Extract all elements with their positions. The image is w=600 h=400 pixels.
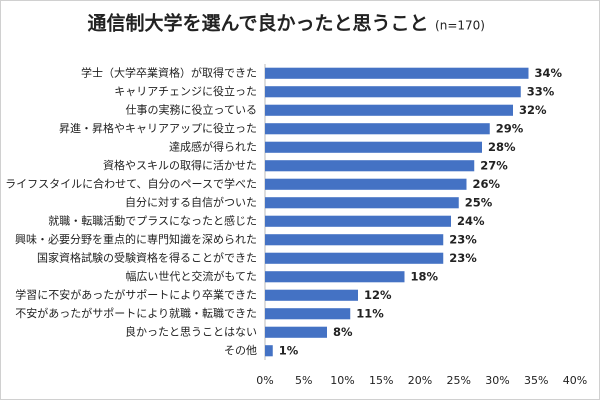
x-tick-label: 10% xyxy=(330,374,354,387)
value-label: 33% xyxy=(527,84,555,98)
y-tick-label: 自分に対する自信がついた xyxy=(125,195,257,209)
bar xyxy=(265,252,444,264)
bar xyxy=(265,67,529,79)
x-tick-label: 5% xyxy=(295,374,312,387)
bar xyxy=(265,123,490,135)
chart-subtitle: (n=170) xyxy=(435,19,485,33)
y-tick-label: 幅広い世代と交流がもてた xyxy=(125,269,257,283)
bar xyxy=(265,104,513,116)
y-tick-label: 仕事の実務に役立っている xyxy=(126,102,257,116)
value-label: 8% xyxy=(333,325,353,339)
x-tick-label: 40% xyxy=(563,374,587,387)
value-label: 27% xyxy=(480,158,508,172)
value-label: 24% xyxy=(457,214,485,228)
bar xyxy=(265,197,459,209)
bar xyxy=(265,86,521,98)
value-label: 25% xyxy=(465,195,493,209)
value-label: 11% xyxy=(356,306,384,320)
value-label: 18% xyxy=(411,269,439,283)
x-tick-label: 30% xyxy=(485,374,509,387)
y-tick-label: その他 xyxy=(224,344,257,357)
bar xyxy=(265,234,444,246)
x-tick-label: 25% xyxy=(447,374,471,387)
value-label: 23% xyxy=(449,232,477,246)
y-tick-label: 資格やスキルの取得に活かせた xyxy=(103,158,257,172)
y-tick-label: 達成感が得られた xyxy=(169,139,257,153)
value-label: 26% xyxy=(473,177,501,191)
value-label: 12% xyxy=(364,288,392,302)
y-tick-label: 興味・必要分野を重点的に専門知識を深められた xyxy=(15,232,257,246)
bar xyxy=(265,178,467,190)
y-tick-label: 昇進・昇格やキャリアアップに役立った xyxy=(59,121,257,135)
bar xyxy=(265,345,273,357)
x-tick-label: 35% xyxy=(524,374,548,387)
bar xyxy=(265,289,358,301)
value-label: 1% xyxy=(279,343,299,357)
x-tick-label: 20% xyxy=(408,374,432,387)
chart-title: 通信制大学を選んで良かったと思うこと xyxy=(87,12,428,35)
value-label: 28% xyxy=(488,140,516,154)
y-tick-label: 国家資格試験の受験資格を得ることができた xyxy=(37,250,257,264)
value-label: 29% xyxy=(496,121,524,135)
y-tick-label: 学士（大学卒業資格）が取得できた xyxy=(81,65,257,79)
value-label: 34% xyxy=(535,66,563,80)
bar xyxy=(265,160,475,172)
y-tick-label: 良かったと思うことはない xyxy=(125,324,257,338)
y-tick-label: 学習に不安があったがサポートにより卒業できた xyxy=(15,287,257,301)
value-label: 23% xyxy=(449,251,477,265)
y-tick-label: ライフスタイルに合わせて、自分のペースで学べた xyxy=(5,176,257,190)
bar xyxy=(265,326,327,338)
bar xyxy=(265,308,351,320)
bar xyxy=(265,215,451,227)
value-label: 32% xyxy=(519,103,547,117)
y-tick-label: キャリアチェンジに役立った xyxy=(114,84,257,98)
x-tick-label: 15% xyxy=(369,374,393,387)
bar xyxy=(265,141,482,153)
x-tick-label: 0% xyxy=(256,374,273,387)
y-tick-label: 就職・転職活動でプラスになったと感じた xyxy=(48,213,257,227)
y-tick-label: 不安があったがサポートにより就職・転職できた xyxy=(15,306,257,320)
bar xyxy=(265,271,405,283)
